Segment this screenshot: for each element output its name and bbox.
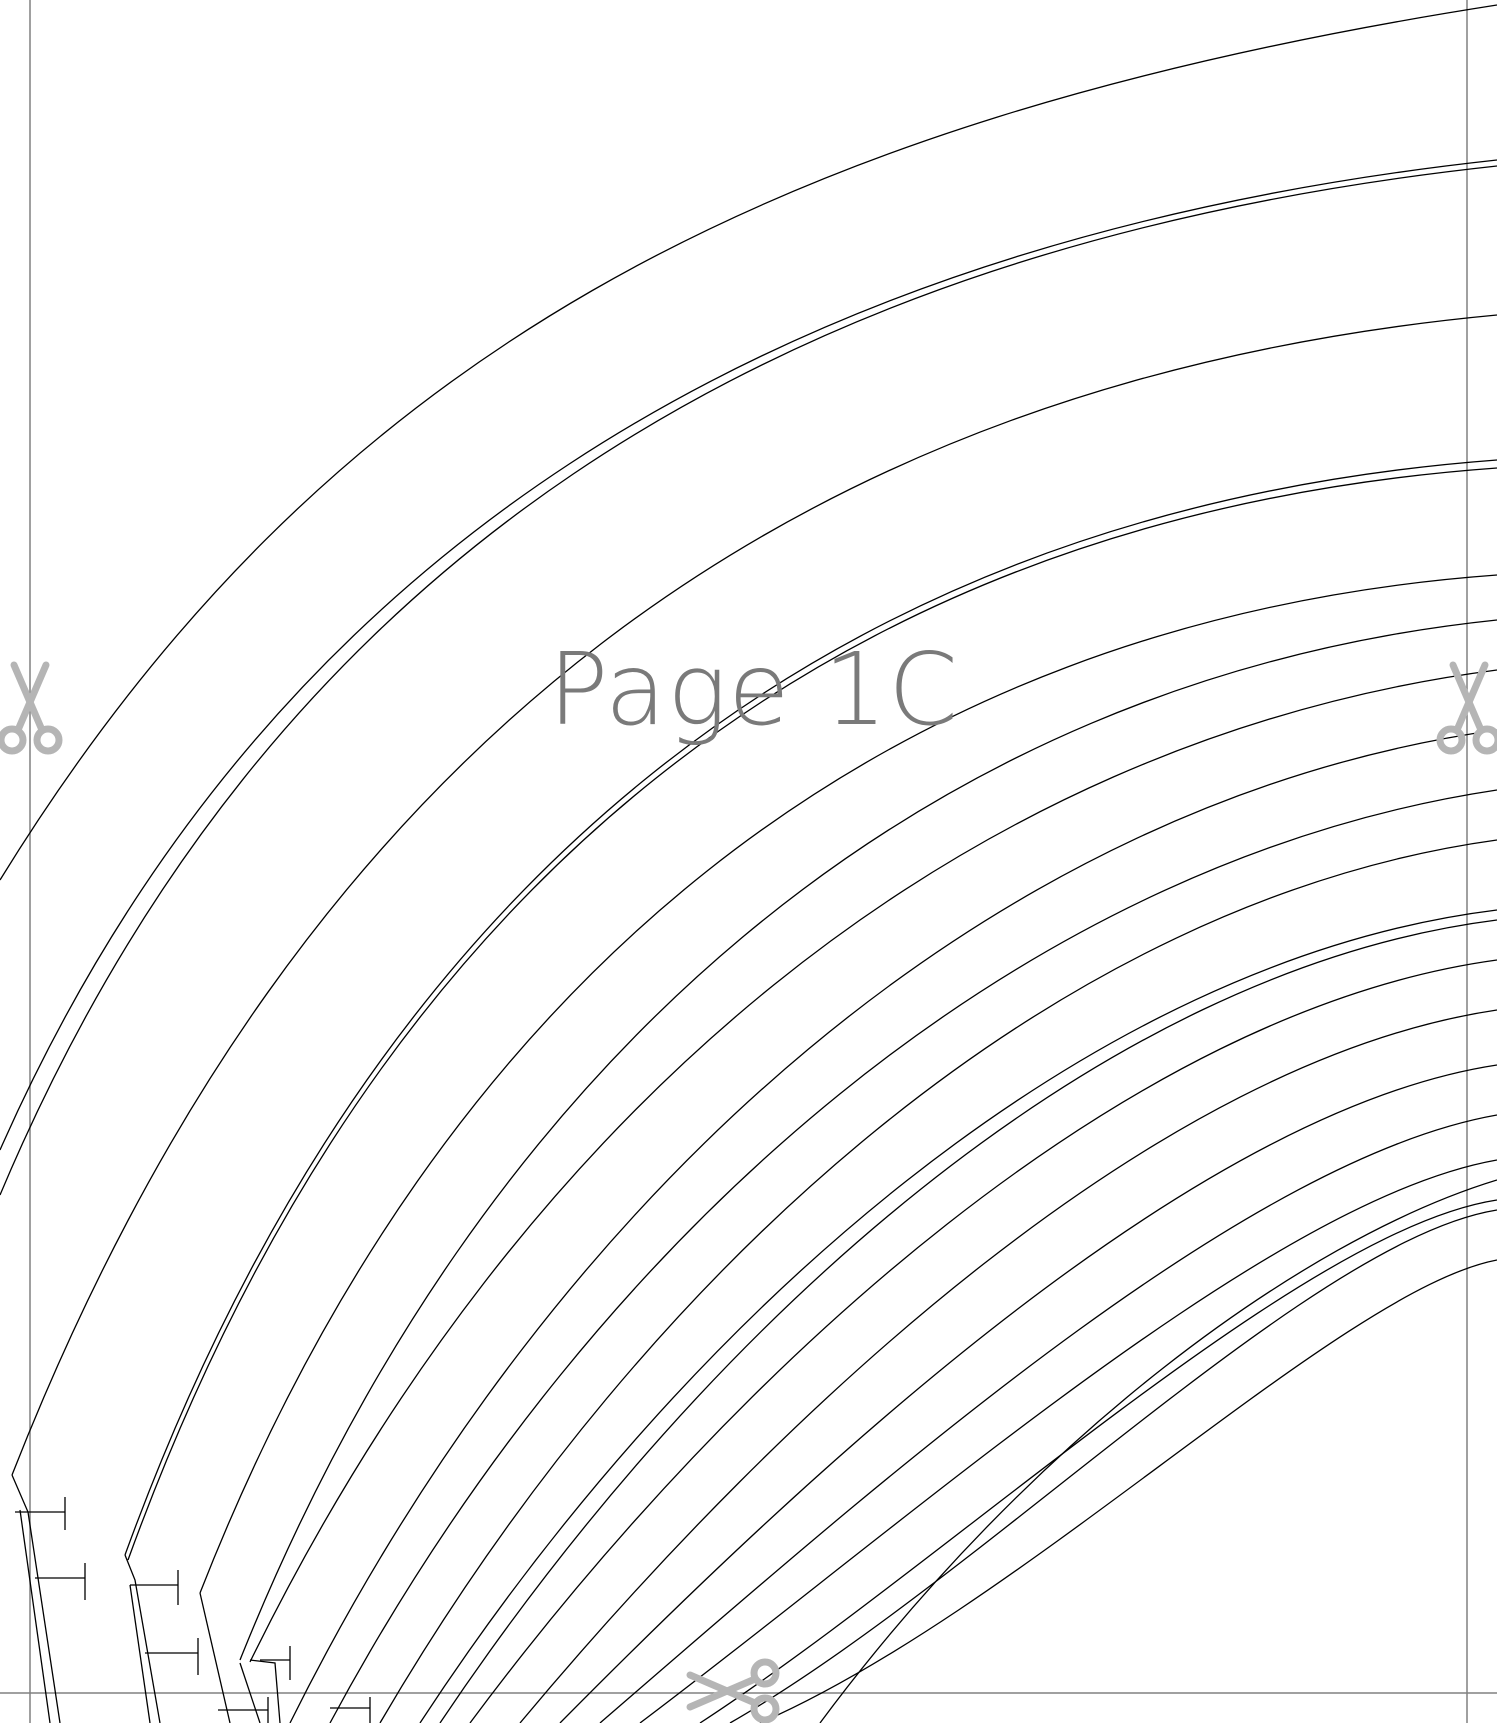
notch-mark xyxy=(218,1697,269,1723)
pattern-curves xyxy=(0,4,1497,1723)
pattern-curve xyxy=(239,619,1497,1661)
scissors-blade xyxy=(686,1671,759,1707)
pattern-curve xyxy=(699,1199,1497,1723)
pattern-curve xyxy=(439,919,1497,1723)
pattern-curve xyxy=(469,959,1497,1723)
scissors-ring xyxy=(750,1658,780,1688)
pattern-curve xyxy=(127,467,1497,1561)
pattern-curve xyxy=(729,1209,1497,1723)
scissors-icon xyxy=(686,1658,780,1723)
pattern-curve xyxy=(639,1159,1497,1723)
pattern-curve xyxy=(379,839,1497,1723)
scissors-blade xyxy=(1453,661,1489,734)
pattern-curve xyxy=(559,1064,1497,1723)
scissors-blade xyxy=(14,661,50,734)
pattern-curve xyxy=(249,669,1497,1663)
pattern-curve xyxy=(599,1114,1497,1723)
notch-marks xyxy=(15,1497,371,1723)
scissors-ring xyxy=(33,725,63,755)
notch-mark xyxy=(260,1646,291,1680)
notch-mark xyxy=(130,1570,179,1605)
seam-line xyxy=(239,1662,261,1723)
seam-line xyxy=(129,1584,151,1723)
seam-line xyxy=(19,1509,51,1723)
scissors-blade xyxy=(10,661,46,734)
pattern-curve xyxy=(0,4,1497,881)
pattern-curve xyxy=(199,574,1497,1594)
scissors-blade xyxy=(1449,661,1485,734)
seam-line xyxy=(249,1659,281,1723)
notch-mark xyxy=(145,1638,199,1675)
scissors-icon xyxy=(1436,661,1497,755)
notch-mark xyxy=(330,1697,371,1723)
notch-mark xyxy=(35,1563,86,1600)
pattern-curve xyxy=(819,1179,1497,1723)
seam-line xyxy=(124,1554,161,1723)
notch-mark xyxy=(15,1497,66,1530)
scissors-ring xyxy=(750,1694,780,1723)
pattern-curve xyxy=(11,314,1497,1476)
scissors-ring xyxy=(1472,725,1497,755)
scissors-ring xyxy=(0,725,27,755)
pattern-curve xyxy=(329,789,1497,1723)
seam-line xyxy=(199,1592,231,1723)
scissors-icon xyxy=(0,661,63,755)
scissors-blade xyxy=(686,1675,759,1711)
pattern-curve xyxy=(0,159,1497,1151)
scissors-ring xyxy=(1436,725,1466,755)
pattern-curve xyxy=(124,459,1497,1556)
pattern-curve xyxy=(289,729,1497,1723)
pattern-curve xyxy=(0,165,1497,1196)
pattern-curve xyxy=(519,1009,1497,1723)
pattern-curve xyxy=(759,1259,1497,1723)
pattern-curve xyxy=(419,909,1497,1723)
